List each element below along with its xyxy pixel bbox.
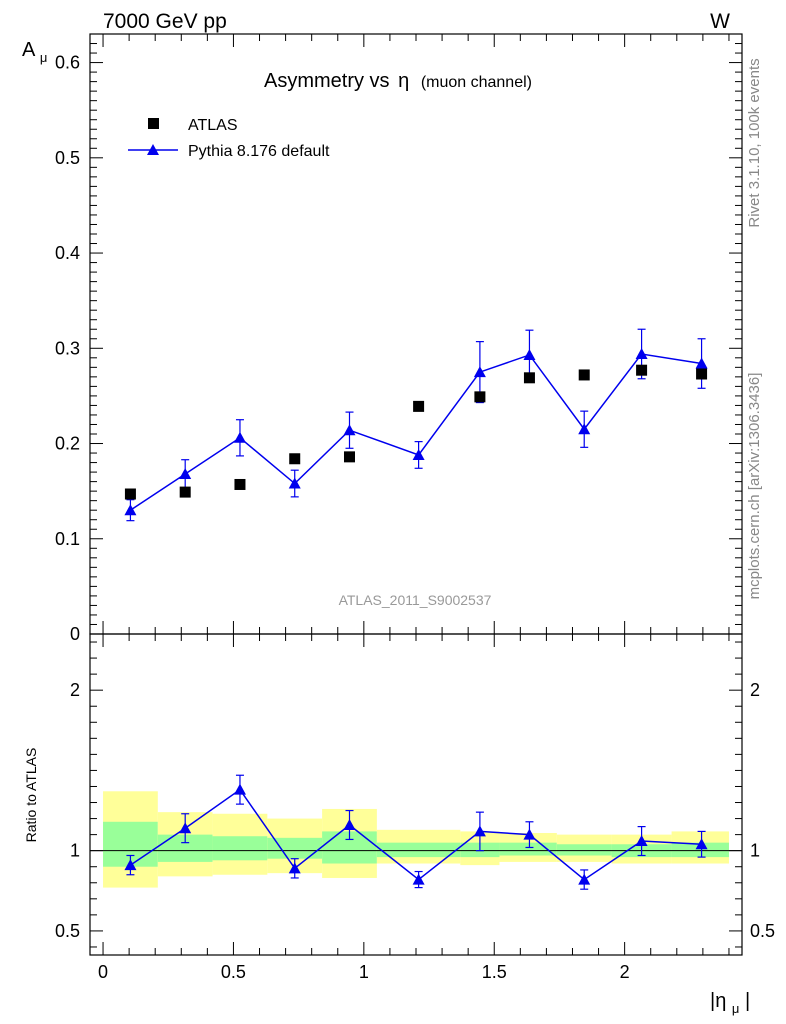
x-axis-label-main: |η (710, 990, 726, 1012)
legend-data-marker (148, 118, 159, 129)
y-tick-label: 0.5 (55, 921, 80, 941)
data-point (636, 364, 648, 376)
legend-data-label: ATLAS (188, 117, 238, 134)
rivet-label: Rivet 3.1.10, 100k events (746, 58, 763, 227)
analysis-label: ATLAS_2011_S9002537 (339, 592, 492, 608)
mc-point (233, 431, 246, 443)
main-series (124, 328, 708, 522)
band-inner-bin (376, 842, 461, 858)
mc-point (233, 783, 246, 795)
mc-point (473, 825, 486, 837)
band-inner-bin (671, 842, 729, 858)
mc-point (473, 366, 486, 378)
y-tick-label-right: 1 (750, 841, 760, 861)
band-inner-bin (212, 836, 268, 861)
x-tick-labels: 0 0.5 1 1.5 2 (98, 962, 630, 982)
x-axis-label-sub: μ (732, 1001, 740, 1016)
mc-point (695, 838, 708, 850)
ratio-axis-ticks: 0.5 0.5 1 1 2 2 (55, 634, 775, 955)
legend: ATLAS Pythia 8.176 default (128, 117, 330, 160)
legend-mc-marker (147, 144, 159, 155)
mc-point (412, 448, 425, 460)
y-tick-label: 2 (70, 680, 80, 700)
mc-point (124, 859, 137, 871)
y-tick-label: 1 (70, 841, 80, 861)
mc-point (288, 862, 301, 874)
ratio-series (124, 774, 708, 890)
data-point (179, 486, 191, 498)
y-tick-label-right: 2 (750, 680, 760, 700)
data-point (474, 391, 486, 403)
y-tick-label-right: 0.5 (750, 921, 775, 941)
upper-ylabel-sub: μ (40, 50, 48, 65)
mc-point (578, 423, 591, 435)
mc-point (523, 348, 536, 360)
main-panel: 0.1 0.2 0.3 0.4 0.5 0.6 0 Asymmetry vs η (muon… (22, 33, 743, 644)
y-tick-label: 0.2 (55, 434, 80, 454)
y-tick-label: 0.5 (55, 148, 80, 168)
ratio-uncertainty-band (103, 791, 729, 888)
data-point (413, 400, 425, 412)
plot-title-text: Asymmetry vs (264, 70, 390, 92)
y-tick-label: 0.1 (55, 529, 80, 549)
data-point (234, 478, 246, 490)
upper-ylabel-main: A (22, 39, 36, 61)
x-tick-label: 2 (620, 962, 630, 982)
mc-point (343, 424, 356, 436)
legend-mc-label: Pythia 8.176 default (188, 143, 330, 160)
mc-point (124, 504, 137, 516)
data-point (578, 369, 590, 381)
data-point (124, 488, 136, 500)
y-tick-label: 0.4 (55, 243, 80, 263)
ratio-frame (89, 633, 743, 956)
process-label: W (710, 10, 730, 33)
upper-ylabel: A μ (22, 39, 47, 65)
data-point (696, 368, 708, 380)
lower-ylabel: Ratio to ATLAS (23, 748, 39, 843)
data-point (289, 453, 301, 465)
mc-point (179, 822, 192, 834)
y-tick-label: 0.6 (55, 53, 80, 73)
y-tick-label: 0.3 (55, 338, 80, 358)
plot-title-symbol: η (398, 70, 409, 92)
mc-point (179, 468, 192, 479)
y-tick-label-zero: 0 (70, 624, 80, 644)
x-tick-label: 1 (359, 962, 369, 982)
x-axis-label: |η μ | (710, 990, 750, 1018)
x-tick-label: 1.5 (482, 962, 507, 982)
mcplots-label: mcplots.cern.ch [arXiv:1306.3436] (746, 373, 763, 600)
series-line (130, 353, 702, 511)
mc-point (288, 477, 301, 489)
band-inner-bin (267, 837, 323, 859)
data-point (523, 372, 535, 384)
plot-title: Asymmetry vs η (muon channel) (264, 70, 532, 92)
x-tick-label: 0 (98, 962, 108, 982)
mc-point (635, 835, 648, 847)
mc-point (523, 828, 536, 840)
band-inner-bin (556, 844, 612, 856)
main-axis-ticks: 0.1 0.2 0.3 0.4 0.5 0.6 0 (55, 34, 742, 644)
mc-point (635, 348, 648, 359)
x-axis-label-end: | (745, 990, 750, 1012)
data-point (343, 451, 355, 463)
mc-point (578, 873, 591, 885)
plot-subtitle: (muon channel) (421, 74, 532, 91)
mc-point (343, 818, 356, 830)
x-tick-label: 0.5 (221, 962, 246, 982)
mc-point (695, 357, 708, 369)
mc-point (412, 873, 425, 885)
energy-label: 7000 GeV pp (103, 10, 227, 33)
ratio-panel: 0.5 0.5 1 1 2 2 Ratio to ATLAS (23, 633, 775, 956)
